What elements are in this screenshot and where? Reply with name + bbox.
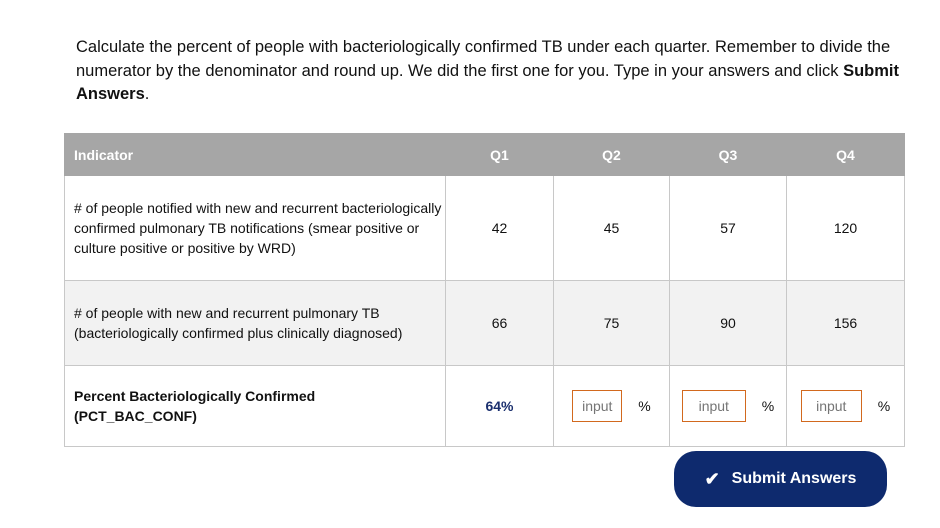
header-q1: Q1 bbox=[445, 133, 554, 176]
percent-q3: % bbox=[669, 365, 787, 447]
denominator-q1: 66 bbox=[445, 280, 554, 366]
instructions-end: . bbox=[144, 85, 150, 103]
header-q4: Q4 bbox=[786, 133, 905, 176]
table-row-denominator: # of people with new and recurrent pulmo… bbox=[64, 280, 905, 366]
percent-q1-value: 64% bbox=[485, 398, 514, 414]
instructions-body: Calculate the percent of people with bac… bbox=[76, 38, 891, 80]
q2-answer-input[interactable] bbox=[572, 390, 623, 422]
instructions-bold: Submit Answers bbox=[76, 61, 899, 104]
q4-percent-sign: % bbox=[877, 398, 891, 414]
numerator-q2: 45 bbox=[553, 175, 670, 281]
instructions-text: Calculate the percent of people with bac… bbox=[76, 36, 906, 107]
denominator-q4: 156 bbox=[786, 280, 905, 366]
indicator-table: Indicator Q1 Q2 Q3 Q4 # of people notifi… bbox=[64, 133, 905, 447]
percent-q1: 64% bbox=[445, 365, 554, 447]
table-row-percent: Percent Bacteriologically Confirmed (PCT… bbox=[64, 365, 905, 447]
percent-label-line2: (PCT_BAC_CONF) bbox=[74, 408, 197, 424]
header-indicator: Indicator bbox=[64, 133, 446, 176]
submit-answers-label: Submit Answers bbox=[731, 470, 857, 487]
numerator-q1: 42 bbox=[445, 175, 554, 281]
denominator-q2: 75 bbox=[553, 280, 670, 366]
percent-q2: % bbox=[553, 365, 670, 447]
percent-q4: % bbox=[786, 365, 905, 447]
numerator-label: # of people notified with new and recurr… bbox=[64, 175, 446, 281]
submit-answers-button[interactable]: ✔ Submit Answers bbox=[674, 451, 887, 507]
numerator-q4: 120 bbox=[786, 175, 905, 281]
denominator-q3: 90 bbox=[669, 280, 787, 366]
numerator-q3: 57 bbox=[669, 175, 787, 281]
header-q2: Q2 bbox=[553, 133, 670, 176]
percent-label: Percent Bacteriologically Confirmed (PCT… bbox=[64, 365, 446, 447]
check-icon: ✔ bbox=[704, 468, 720, 489]
table-row-numerator: # of people notified with new and recurr… bbox=[64, 175, 905, 281]
header-q3: Q3 bbox=[669, 133, 787, 176]
q4-answer-input[interactable] bbox=[800, 390, 862, 422]
q3-answer-input[interactable] bbox=[681, 390, 746, 422]
q3-percent-sign: % bbox=[761, 398, 775, 414]
percent-label-line1: Percent Bacteriologically Confirmed bbox=[74, 388, 316, 404]
denominator-label: # of people with new and recurrent pulmo… bbox=[64, 280, 446, 366]
q2-percent-sign: % bbox=[638, 398, 651, 414]
table-header-row: Indicator Q1 Q2 Q3 Q4 bbox=[64, 133, 905, 176]
